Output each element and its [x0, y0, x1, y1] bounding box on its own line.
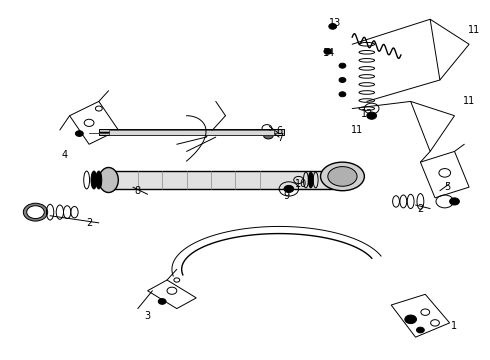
Text: 5: 5 [444, 182, 450, 192]
Ellipse shape [320, 162, 365, 191]
Ellipse shape [96, 171, 102, 189]
Text: 10: 10 [295, 179, 307, 189]
Text: 8: 8 [135, 186, 141, 196]
Circle shape [416, 327, 424, 333]
Circle shape [24, 203, 48, 221]
Text: 2: 2 [417, 203, 423, 213]
Text: 11: 11 [463, 96, 475, 107]
Circle shape [450, 198, 460, 205]
Text: 6: 6 [276, 126, 282, 136]
Bar [109, 171, 333, 189]
Circle shape [329, 23, 337, 29]
Ellipse shape [308, 172, 313, 188]
Ellipse shape [328, 167, 357, 186]
Text: 11: 11 [351, 125, 363, 135]
Circle shape [367, 112, 376, 119]
Ellipse shape [91, 171, 97, 189]
Text: 11: 11 [468, 25, 480, 35]
Bar [109, 130, 274, 135]
Bar [99, 129, 284, 135]
Circle shape [339, 92, 346, 97]
Text: 2: 2 [86, 218, 92, 228]
Circle shape [284, 185, 294, 193]
Text: 3: 3 [145, 311, 150, 321]
Text: 4: 4 [62, 150, 68, 160]
Circle shape [264, 132, 273, 139]
Circle shape [339, 77, 346, 82]
Circle shape [324, 49, 332, 54]
Ellipse shape [99, 167, 118, 193]
Circle shape [405, 315, 416, 324]
Text: 1: 1 [451, 321, 458, 332]
Text: 12: 12 [361, 109, 373, 119]
Circle shape [75, 131, 83, 136]
Circle shape [158, 298, 166, 304]
Text: 7: 7 [277, 133, 283, 143]
Circle shape [27, 206, 44, 219]
Text: 13: 13 [329, 18, 341, 28]
Text: 9: 9 [283, 191, 290, 201]
Text: 14: 14 [323, 48, 335, 58]
Circle shape [339, 63, 346, 68]
